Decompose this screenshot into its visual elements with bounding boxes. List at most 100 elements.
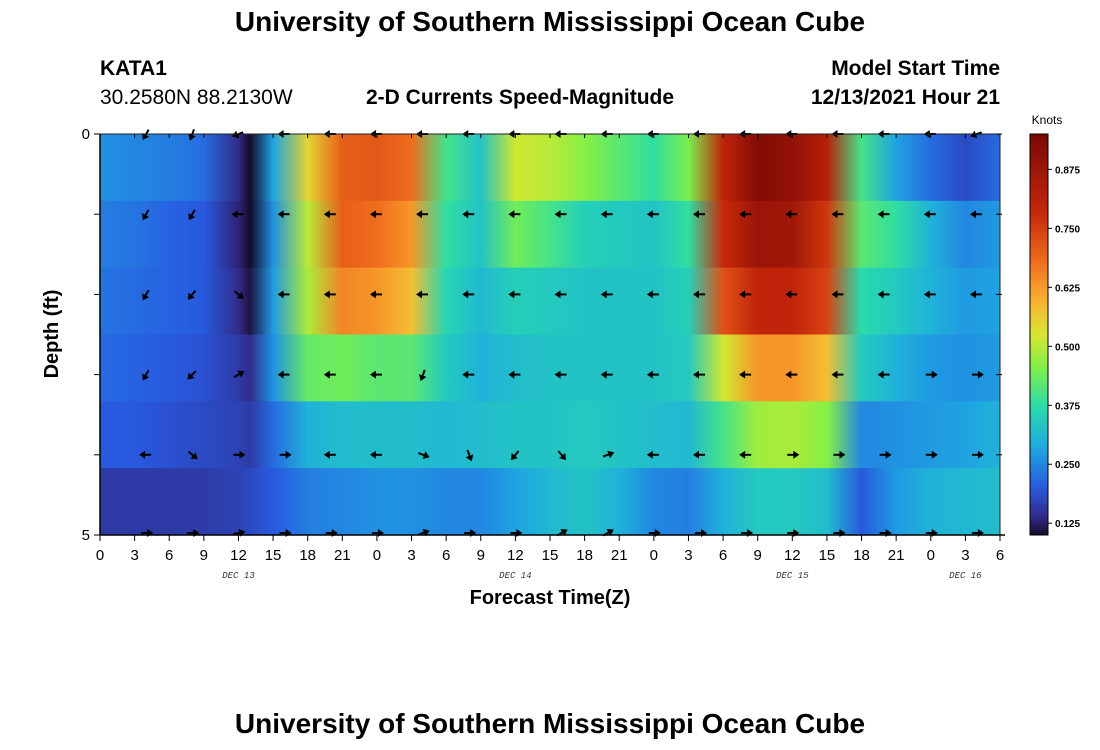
x-tick-label: 6 — [996, 547, 1004, 564]
page-title-repeat: University of Southern Mississippi Ocean… — [234, 708, 866, 739]
colorbar-tick-label: 0.875 — [1055, 165, 1080, 176]
current-arrow — [646, 450, 659, 459]
colorbar-scale — [1029, 133, 1049, 536]
day-label: DEC 16 — [949, 571, 982, 581]
x-tick-label: 0 — [927, 547, 935, 564]
x-tick-label: 6 — [165, 547, 173, 564]
current-arrow — [510, 450, 520, 461]
current-arrow — [233, 290, 244, 299]
y-tick-label: 0 — [82, 126, 90, 143]
current-arrow — [508, 370, 521, 379]
current-arrow — [739, 450, 752, 459]
current-arrow — [188, 128, 196, 141]
x-tick-label: 3 — [684, 547, 692, 564]
heatmap-area — [100, 134, 1000, 536]
x-tick-label: 6 — [719, 547, 727, 564]
current-arrow — [323, 370, 336, 379]
current-arrow — [646, 210, 659, 219]
current-arrow — [877, 370, 890, 379]
depth-band-5 — [100, 468, 1000, 536]
current-arrow — [142, 209, 150, 221]
chart-title: 2-D Currents Speed-Magnitude — [366, 86, 675, 109]
x-tick-label: 18 — [299, 547, 316, 564]
current-arrow — [969, 210, 982, 219]
current-arrow — [646, 370, 659, 379]
current-arrow — [142, 369, 150, 381]
current-arrow — [142, 289, 150, 301]
current-arrow — [693, 450, 705, 459]
current-arrow — [508, 290, 521, 299]
depth-band-1 — [100, 200, 1000, 269]
current-arrow — [554, 290, 567, 299]
current-arrow — [739, 290, 752, 299]
x-tick-label: 15 — [819, 547, 836, 564]
x-tick-label: 9 — [200, 547, 208, 564]
current-arrow — [969, 290, 982, 299]
current-arrow — [462, 290, 475, 299]
current-arrow — [462, 210, 475, 219]
colorbar-tick-label: 0.375 — [1055, 401, 1080, 412]
current-arrow — [785, 210, 798, 219]
current-arrow — [187, 450, 198, 460]
x-tick-label: 12 — [507, 547, 524, 564]
current-arrow — [554, 370, 567, 379]
axes: 0 3 6 9 12 15 18 21 0 3 6 9 12 15 18 21 0 3 6 9 12 15 18 21 0 3 6 D… — [82, 126, 1005, 581]
x-tick-label: 21 — [334, 547, 351, 564]
current-arrow — [416, 210, 429, 219]
current-arrow — [187, 289, 197, 300]
current-arrow — [923, 290, 936, 299]
current-arrow — [323, 450, 336, 459]
x-tick-label: 15 — [265, 547, 282, 564]
current-arrow — [418, 369, 427, 382]
current-arrow — [877, 290, 890, 299]
current-arrow — [925, 450, 938, 459]
current-arrow — [231, 210, 244, 219]
current-arrow — [369, 290, 382, 299]
x-tick-label: 21 — [888, 547, 905, 564]
day-label: DEC 13 — [222, 571, 255, 581]
current-arrow — [369, 210, 382, 219]
x-tick-label: 12 — [784, 547, 801, 564]
current-arrow — [233, 370, 245, 378]
current-arrow — [971, 370, 984, 379]
current-arrow — [785, 370, 798, 379]
day-label: DEC 15 — [776, 571, 809, 581]
x-tick-label: 3 — [407, 547, 415, 564]
x-tick-label: 6 — [442, 547, 450, 564]
model-start-time: 12/13/2021 Hour 21 — [810, 86, 1000, 109]
current-arrow — [739, 210, 752, 219]
colorbar-tick-label: 0.750 — [1055, 224, 1080, 235]
colorbar-title: Knots — [1032, 113, 1063, 127]
current-arrow — [971, 450, 984, 459]
current-arrow — [554, 210, 567, 219]
x-tick-label: 9 — [477, 547, 485, 564]
current-arrow — [879, 450, 892, 459]
station-location: 30.2580N 88.2130W — [100, 86, 293, 109]
current-arrow — [279, 450, 292, 459]
current-vectors — [139, 128, 984, 537]
current-arrow — [508, 210, 521, 219]
current-arrow — [418, 451, 430, 459]
model-start-label: Model Start Time — [831, 57, 1000, 80]
x-tick-label: 9 — [754, 547, 762, 564]
current-arrow — [277, 210, 290, 219]
x-tick-label: 18 — [576, 547, 593, 564]
current-arrow — [323, 210, 336, 219]
current-arrow — [600, 290, 613, 299]
current-arrow — [693, 290, 705, 299]
current-arrow — [925, 370, 938, 379]
colorbar-tick-label: 0.250 — [1055, 460, 1080, 471]
x-tick-label: 0 — [373, 547, 381, 564]
x-tick-label: 18 — [853, 547, 870, 564]
current-arrow — [187, 370, 197, 380]
depth-band-2 — [100, 267, 1000, 335]
current-arrow — [323, 290, 336, 299]
current-arrow — [831, 290, 844, 299]
x-tick-label: 0 — [650, 547, 658, 564]
x-tick-label: 3 — [130, 547, 138, 564]
current-arrow — [462, 370, 475, 379]
current-arrow — [923, 210, 936, 219]
colorbar-tick-label: 0.125 — [1055, 519, 1080, 530]
current-arrow — [465, 449, 474, 462]
